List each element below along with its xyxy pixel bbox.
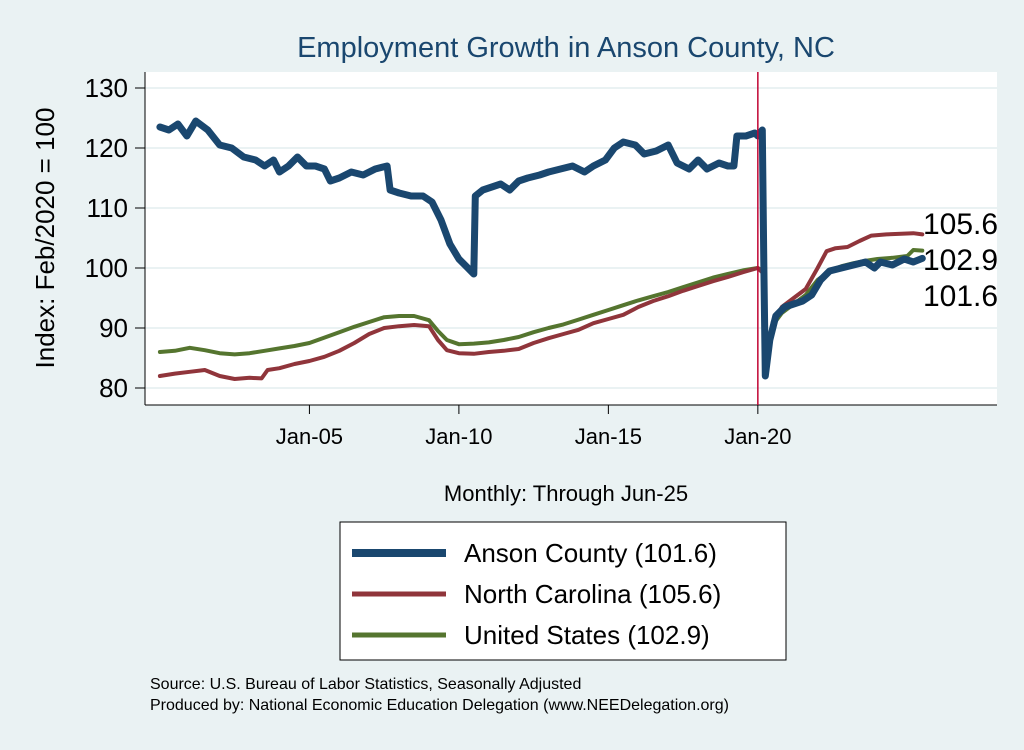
series-line-north [157,231,925,381]
y-tick-label: 130 [85,73,128,103]
y-tick-label: 90 [99,313,128,343]
x-tick-label: Jan-15 [575,424,642,449]
producer-note: Produced by: National Economic Education… [150,697,729,714]
end-label: 105.6 [923,208,998,241]
y-tick-label: 100 [85,253,128,283]
legend-label: United States (102.9) [464,620,710,650]
end-label: 101.6 [923,280,998,313]
y-tick-label: 120 [85,133,128,163]
legend-label: Anson County (101.6) [464,538,717,568]
y-tick-label: 80 [99,373,128,403]
legend: Anson County (101.6) North Carolina (105.… [339,521,787,661]
x-axis-label: Monthly: Through Jun-25 [444,481,688,506]
x-tick-label: Jan-05 [276,424,343,449]
chart-title: Employment Growth in Anson County, NC [297,32,835,64]
source-note: Source: U.S. Bureau of Labor Statistics,… [150,676,581,693]
legend-label: North Carolina (105.6) [464,579,721,609]
y-tick-label: 110 [87,193,128,223]
x-tick-label: Jan-20 [724,424,791,449]
y-axis-label: Index: Feb/2020 = 100 [30,108,60,369]
plot-area [145,72,997,405]
series-line-anson [156,117,926,380]
x-tick-label: Jan-10 [425,424,492,449]
series-line-united [157,248,925,360]
end-label: 102.9 [923,244,998,277]
